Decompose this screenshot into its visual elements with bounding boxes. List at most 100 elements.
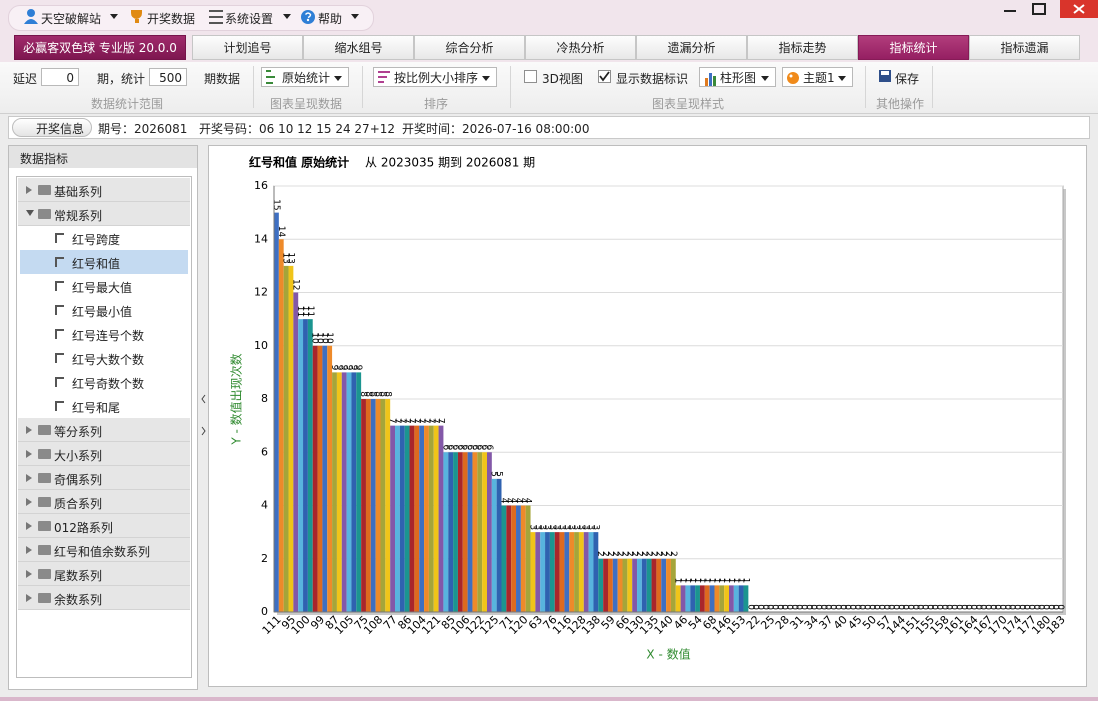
bar	[641, 558, 647, 612]
tree-group-label[interactable]: 质合系列	[54, 497, 103, 511]
tree-item-label[interactable]: 红号连号个数	[72, 329, 145, 343]
bar	[545, 532, 550, 612]
brand-tab[interactable]: 必赢客双色球 专业版 20.0.0	[14, 35, 186, 60]
value-label: 5	[494, 471, 504, 477]
bar	[501, 505, 507, 612]
value-label: 1	[678, 578, 688, 584]
bar	[283, 265, 289, 612]
tree-item-label[interactable]: 红号和值	[72, 257, 121, 271]
value-label: 1	[702, 578, 712, 584]
group-caption: 图表呈现样式	[651, 97, 725, 111]
tree-item-label[interactable]: 红号最小值	[72, 305, 133, 319]
value-label: 4	[523, 498, 533, 504]
tree-group-label[interactable]: 012路系列	[54, 521, 113, 535]
menu-item[interactable]: 开奖数据	[147, 12, 196, 26]
minimize[interactable]	[995, 0, 1025, 18]
value-label: 0	[1007, 604, 1017, 610]
bar	[569, 532, 575, 612]
tab[interactable]: 缩水组号	[303, 35, 414, 60]
value-label: 2	[624, 551, 634, 557]
info-button[interactable]	[12, 118, 92, 137]
menu-item[interactable]: 帮助	[318, 12, 343, 26]
value-label: 0	[958, 604, 968, 610]
tree-group-label[interactable]: 红号和值余数系列	[54, 545, 151, 559]
tree-group-label[interactable]: 奇偶系列	[54, 473, 103, 487]
bottom-border	[0, 697, 1098, 701]
value-label: 9	[344, 365, 354, 371]
checkbox-checked[interactable]	[598, 70, 611, 83]
tab[interactable]: 计划追号	[192, 35, 303, 60]
bar	[356, 372, 362, 612]
save-button[interactable]: 保存	[895, 72, 920, 86]
value-label: 6	[474, 445, 484, 451]
bar	[670, 558, 676, 612]
menu-item[interactable]: 系统设置	[225, 12, 274, 26]
tab[interactable]: 指标统计	[858, 35, 969, 60]
bar	[578, 532, 584, 612]
tree-item-label[interactable]: 红号和尾	[72, 401, 121, 415]
value-label: 6	[469, 445, 479, 451]
chart-kind-dropdown[interactable]: 柱形图	[699, 67, 776, 87]
bar	[743, 585, 749, 612]
menu-item[interactable]: 天空破解站	[41, 12, 102, 26]
value-label: 13	[285, 252, 295, 263]
folder-icon	[38, 449, 51, 459]
draw-time: 开奖时间：2026-07-16 08:00:00	[402, 122, 590, 136]
tree-item[interactable]	[20, 250, 188, 274]
stat-dropdown[interactable]: 原始统计	[261, 67, 349, 87]
value-label: 2	[658, 551, 668, 557]
tab[interactable]: 冷热分析	[525, 35, 636, 60]
maximize[interactable]	[1032, 3, 1046, 15]
count-input[interactable]: 500	[149, 68, 187, 86]
splitter[interactable]	[199, 385, 208, 445]
folder-icon	[38, 569, 51, 579]
delay-input[interactable]: 0	[41, 68, 79, 86]
value-label: 8	[382, 391, 392, 397]
value-label: 0	[929, 604, 939, 610]
collapsed-arrow	[26, 594, 32, 602]
value-label: 3	[552, 524, 562, 530]
value-label: 0	[871, 604, 881, 610]
bar	[419, 425, 425, 612]
checkbox-label[interactable]: 显示数据标识	[616, 72, 689, 86]
tree-group-label[interactable]: 基础系列	[54, 185, 103, 199]
tree-group-label[interactable]: 尾数系列	[54, 569, 103, 583]
bar	[525, 505, 531, 612]
bar	[656, 558, 662, 612]
checkbox-label[interactable]: 3D视图	[542, 72, 583, 86]
x-axis-title: X - 数值	[646, 647, 690, 662]
tab[interactable]: 指标走势	[747, 35, 858, 60]
window-controls	[995, 0, 1098, 18]
tree-group-label[interactable]: 常规系列	[54, 209, 103, 223]
label: 延迟	[13, 72, 38, 86]
tab[interactable]: 综合分析	[414, 35, 525, 60]
value-label: 0	[910, 604, 920, 610]
tree-item-label[interactable]: 红号大数个数	[72, 353, 145, 367]
value-label: 0	[750, 604, 760, 610]
bar	[714, 585, 720, 612]
collapsed-arrow	[26, 186, 32, 194]
value-label: 0	[978, 604, 988, 610]
bar	[274, 212, 279, 612]
tree-group-label[interactable]: 余数系列	[54, 593, 103, 607]
value-label: 6	[479, 445, 489, 451]
value-label: 3	[537, 524, 547, 530]
value-label: 0	[769, 604, 779, 610]
value-label: 1	[692, 578, 702, 584]
tree-item-label[interactable]: 红号跨度	[72, 233, 121, 247]
bar	[341, 372, 347, 612]
tab[interactable]: 遗漏分析	[636, 35, 747, 60]
value-label: 0	[876, 604, 886, 610]
tree-group-label[interactable]: 等分系列	[54, 425, 103, 439]
sort-dropdown[interactable]: 按比例大小排序	[373, 67, 497, 87]
tree-group-label[interactable]: 大小系列	[54, 449, 103, 463]
value-label: 2	[648, 551, 658, 557]
info-button-label[interactable]: 开奖信息	[36, 122, 85, 136]
tree-item-label[interactable]: 红号奇数个数	[72, 377, 145, 391]
theme-dropdown[interactable]: 主题1	[782, 67, 853, 87]
item-icon	[55, 401, 64, 411]
checkbox[interactable]	[524, 70, 537, 83]
y-tick-label: 16	[254, 179, 268, 192]
tab[interactable]: 指标遗漏	[969, 35, 1080, 60]
tree-item-label[interactable]: 红号最大值	[72, 281, 133, 295]
